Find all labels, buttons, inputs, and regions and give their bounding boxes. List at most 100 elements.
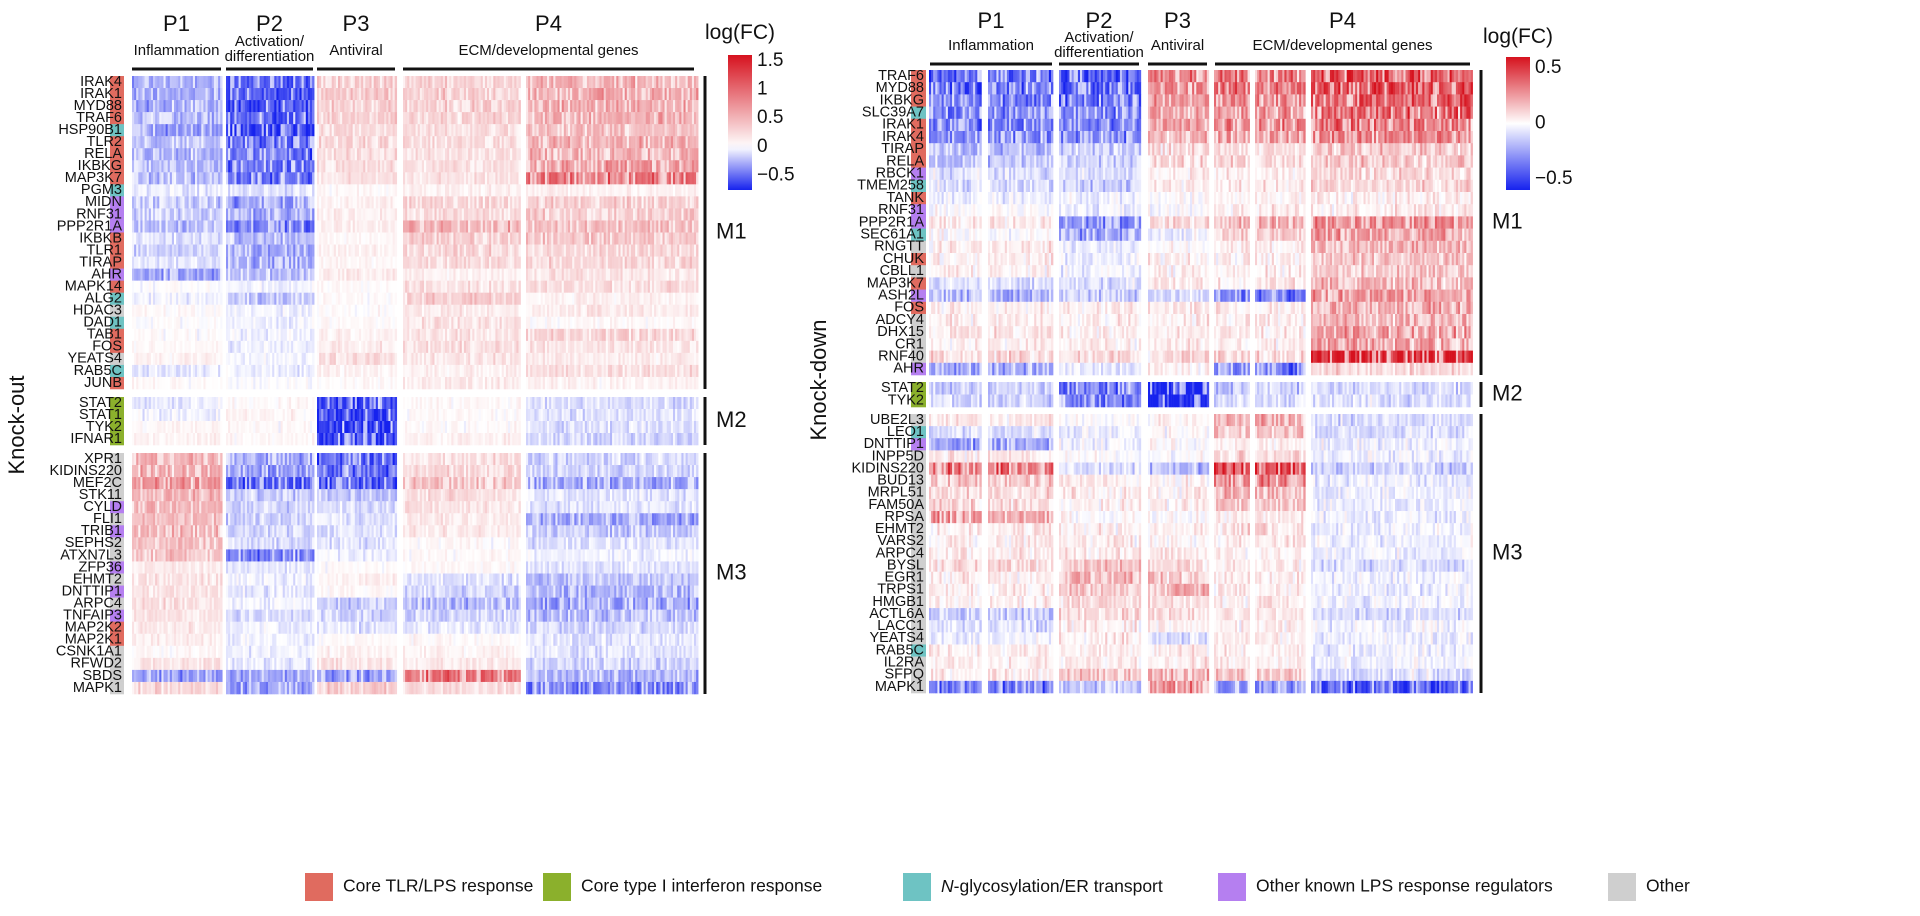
heatmap-cell [361,124,363,136]
heatmap-cell [230,136,232,148]
heatmap-cell [541,112,543,124]
heatmap-cell [145,112,147,124]
heatmap-cell [234,136,236,148]
heatmap-cell [498,136,500,148]
heatmap-cell [614,136,616,148]
heatmap-cell [614,100,616,112]
heatmap-cell [140,76,142,88]
heatmap-cell [614,76,616,88]
heatmap-cell [602,124,604,136]
heatmap-cell [574,88,576,100]
heatmap-cell [627,136,629,148]
heatmap-cell [616,112,618,124]
heatmap-cell [187,160,189,172]
heatmap-cell [287,148,289,160]
heatmap-cell [340,76,342,88]
heatmap-cell [644,124,646,136]
heatmap-cell [568,112,570,124]
heatmap-cell [393,76,395,88]
heatmap-cell [585,148,587,160]
heatmap-cell [393,112,395,124]
heatmap-cell [264,88,266,100]
heatmap-cell [134,160,136,172]
heatmap-cell [232,136,234,148]
heatmap-cell [652,76,654,88]
heatmap-cell [608,136,610,148]
heatmap-cell [145,100,147,112]
heatmap-cell [534,100,536,112]
heatmap-cell [547,148,549,160]
heatmap-cell [604,124,606,136]
heatmap-cell [372,124,374,136]
heatmap-cell [208,88,210,100]
heatmap-cell [541,136,543,148]
heatmap-cell [361,160,363,172]
heatmap-cell [692,124,694,136]
heatmap-cell [260,160,262,172]
heatmap-cell [572,136,574,148]
heatmap-cell [449,100,451,112]
heatmap-cell [663,160,665,172]
heatmap-cell [652,124,654,136]
heatmap-cell [686,112,688,124]
heatmap-cell [166,148,168,160]
heatmap-cell [420,136,422,148]
heatmap-cell [443,148,445,160]
heatmap-cell [593,88,595,100]
heatmap-cell [466,136,468,148]
heatmap-cell [532,100,534,112]
heatmap-cell [468,124,470,136]
heatmap-cell [283,76,285,88]
heatmap-cell [458,136,460,148]
heatmap-cell [268,136,270,148]
heatmap-cell [203,124,205,136]
heatmap-cell [593,136,595,148]
heatmap-cell [543,160,545,172]
heatmap-cell [153,76,155,88]
heatmap-cell [633,136,635,148]
heatmap-cell [648,100,650,112]
heatmap-cell [197,136,199,148]
heatmap-cell [474,160,476,172]
heatmap-cell [164,100,166,112]
heatmap-cell [414,160,416,172]
heatmap-cell [220,124,222,136]
heatmap-cell [530,112,532,124]
heatmap-cell [574,136,576,148]
heatmap-cell [564,160,566,172]
heatmap-cell [191,136,193,148]
heatmap-cell [132,76,134,88]
heatmap-cell [416,100,418,112]
heatmap-cell [587,88,589,100]
heatmap-cell [393,88,395,100]
heatmap-cell [589,76,591,88]
heatmap-cell [355,88,357,100]
heatmap-cell [516,148,518,160]
heatmap-cell [293,112,295,124]
heatmap-cell [214,160,216,172]
heatmap-cell [508,100,510,112]
heatmap-cell [696,148,698,160]
heatmap-cell [365,88,367,100]
heatmap-cell [134,112,136,124]
heatmap-cell [470,148,472,160]
heatmap-cell [147,76,149,88]
heatmap-cell [435,124,437,136]
heatmap-cell [176,148,178,160]
heatmap-cell [247,76,249,88]
heatmap-cell [424,88,426,100]
heatmap-cell [428,112,430,124]
heatmap-cell [635,112,637,124]
heatmap-cell [308,112,310,124]
heatmap-cell [174,124,176,136]
heatmap-cell [178,172,180,184]
heatmap-cell [384,112,386,124]
heatmap-cell [344,76,346,88]
heatmap-cell [500,88,502,100]
heatmap-cell [170,124,172,136]
heatmap-cell [151,112,153,124]
heatmap-cell [380,76,382,88]
heatmap-cell [287,136,289,148]
heatmap-cell [321,100,323,112]
heatmap-cell [295,148,297,160]
